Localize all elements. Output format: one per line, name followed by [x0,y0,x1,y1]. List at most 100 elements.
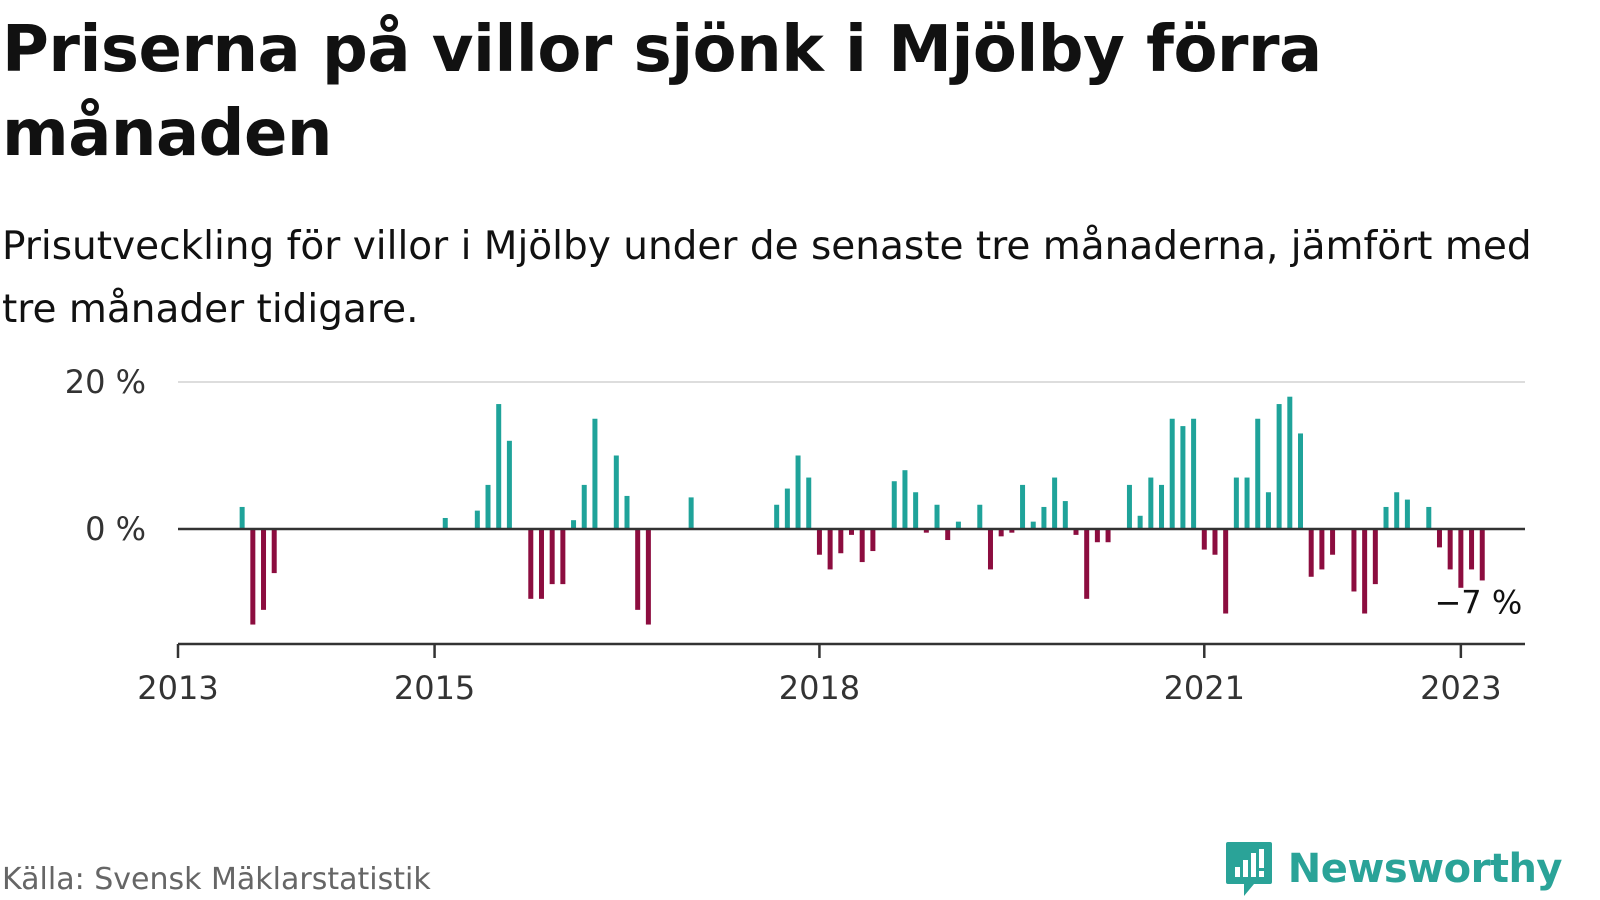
bar-negative [1436,529,1442,548]
bar-negative [838,529,844,554]
bar-negative [1469,529,1475,570]
bar-negative [827,529,833,570]
bar-negative [560,529,566,585]
bar-positive [784,488,790,529]
bar-negative [1479,529,1485,581]
bar-negative [1201,529,1207,550]
bar-negative [1372,529,1378,585]
annotations: −7 % [1434,583,1522,621]
bar-positive [913,492,919,529]
bar-positive [1041,506,1047,529]
bar-positive [902,470,908,529]
bar-negative [538,529,544,599]
bar-positive [688,497,694,529]
brand-logo: Newsworthy [1224,840,1563,898]
bar-negative [859,529,865,563]
bar-negative [645,529,651,625]
bar-negative [261,529,267,610]
bar-positive [571,520,577,529]
bar-positive [955,521,961,529]
bar-positive [1052,477,1058,529]
bar-positive [795,455,801,529]
bar-negative [1094,529,1100,543]
bar-positive [1383,506,1389,529]
bar-positive [485,484,491,529]
bar-positive [442,517,448,529]
x-tick-label: 2021 [1164,669,1245,707]
bars [239,396,1485,625]
value-annotation: −7 % [1434,583,1522,621]
bar-negative [1105,529,1111,543]
bar-negative [849,529,854,535]
bar-negative [1362,529,1368,614]
bar-positive [1244,477,1250,529]
y-tick-label: 20 % [65,363,146,401]
bar-positive [1030,521,1036,529]
bar-negative [1073,529,1079,535]
y-axis-labels: 0 % 20 % [65,363,146,548]
bar-negative [1351,529,1357,592]
bar-positive [239,506,245,529]
bar-negative [1084,529,1090,599]
bar-chart: 0 % 20 % 2013 2015 2018 2021 2023 −7 % [65,363,1525,707]
bar-positive [1276,404,1282,529]
axes [176,527,1525,658]
bar-negative [1458,529,1464,588]
bar-positive [806,477,812,529]
bar-negative [816,529,822,555]
bar-positive [1180,426,1186,529]
bar-negative [923,529,929,533]
bar-negative [998,529,1004,537]
x-tick-label: 2015 [394,669,475,707]
bar-positive [592,418,598,529]
bar-positive [1159,484,1165,529]
bar-positive [1426,506,1432,529]
bar-positive [1265,492,1271,529]
bar-positive [581,484,587,529]
x-axis-labels: 2013 2015 2018 2021 2023 [137,669,1501,707]
bar-negative [528,529,534,599]
bar-positive [1255,418,1261,529]
x-tick-label: 2023 [1420,669,1501,707]
bar-positive [1404,499,1410,529]
bar-positive [977,504,983,529]
bar-positive [934,504,940,529]
bar-negative [945,529,951,541]
bar-positive [1137,515,1143,529]
bar-positive [624,495,630,529]
bar-positive [1126,484,1132,529]
bar-positive [1191,418,1197,529]
brand-name: Newsworthy [1287,846,1563,892]
bar-negative [271,529,277,574]
source-note: Källa: Svensk Mäklarstatistik [2,862,431,897]
x-tick-label: 2013 [137,669,218,707]
bar-negative [549,529,555,585]
bar-positive [1062,501,1068,529]
bar-positive [613,455,619,529]
bar-negative [250,529,256,625]
bar-negative [1330,529,1336,555]
bar-positive [506,440,512,529]
bar-negative [1447,529,1453,570]
bar-positive [1298,433,1303,529]
newsworthy-logo-icon [1225,842,1272,896]
bar-negative [1308,529,1314,577]
bar-positive [1287,396,1293,529]
bar-positive [1169,418,1175,529]
bar-negative [1212,529,1218,555]
bar-positive [1394,492,1400,529]
bar-positive [1233,477,1239,529]
bar-negative [635,529,641,610]
bar-positive [1148,477,1154,529]
y-tick-label: 0 % [85,510,146,548]
chart-title: Priserna på villor sjönk i Mjölby förra … [2,13,1322,171]
bar-negative [1009,529,1015,533]
chart-subtitle: Prisutveckling för villor i Mjölby under… [2,224,1532,332]
bar-negative [1319,529,1325,570]
bar-positive [774,504,780,529]
bar-negative [1223,529,1229,614]
bar-positive [474,510,480,530]
bar-positive [496,404,502,529]
bar-positive [1020,484,1026,529]
bar-positive [891,481,897,529]
